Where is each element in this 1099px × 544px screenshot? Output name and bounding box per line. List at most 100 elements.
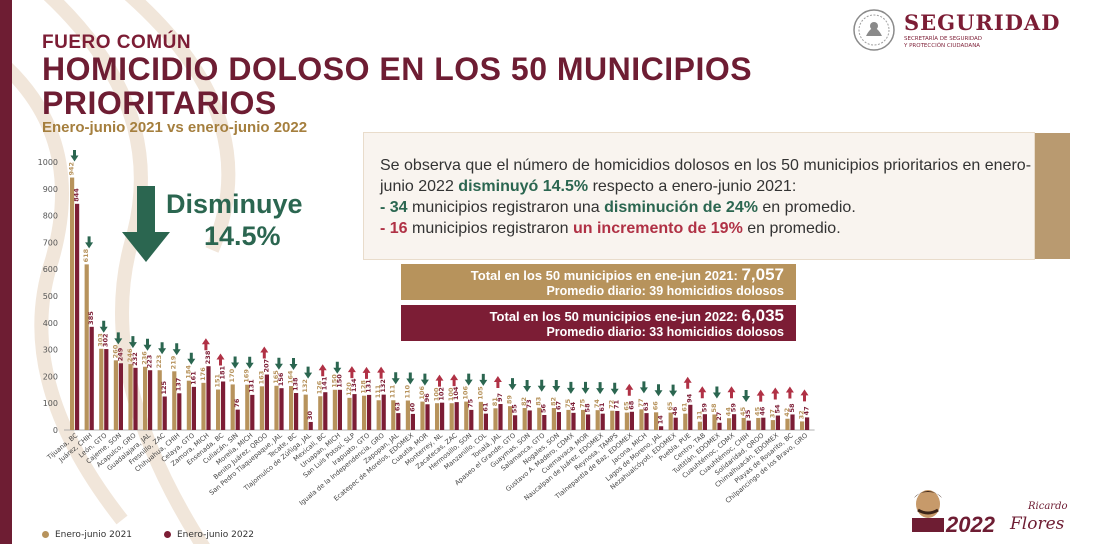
decrease-arrow-icon xyxy=(187,352,196,365)
bar-2021 xyxy=(756,417,761,430)
decrease-arrow-icon xyxy=(420,373,429,386)
increase-arrow-icon xyxy=(727,386,736,399)
bar-2022 xyxy=(761,417,766,430)
bar-2022 xyxy=(206,366,211,430)
bar-2021 xyxy=(172,371,177,430)
value-label-2022: 68 xyxy=(627,400,635,410)
legend-2022: Enero-junio 2022 xyxy=(164,530,254,540)
total-2022-value: 6,035 xyxy=(741,306,784,325)
bar-2021 xyxy=(639,409,644,430)
y-tick-label: 0 xyxy=(53,426,58,435)
page-title: HOMICIDIO DOLOSO EN LOS 50 MUNICIPIOS PR… xyxy=(42,51,753,121)
value-label-2022: 54 xyxy=(773,404,781,414)
value-label-2021: 126 xyxy=(316,380,324,394)
value-label-2022: 97 xyxy=(496,393,504,402)
increase-arrow-icon xyxy=(683,376,692,389)
value-label-2021: 44 xyxy=(725,407,733,417)
seguridad-logo: SEGURIDAD SECRETARÍA DE SEGURIDAD Y PROT… xyxy=(852,8,1082,54)
total-2022-label: Total en los 50 municipios ene-jun 2022: xyxy=(489,309,742,324)
total-2021-label: Total en los 50 municipios en ene-jun 20… xyxy=(470,268,742,283)
decrease-arrow-icon xyxy=(158,342,167,355)
y-tick-label: 800 xyxy=(43,212,58,221)
decrease-arrow-icon xyxy=(610,382,619,395)
bar-2021 xyxy=(186,380,191,430)
decrease-arrow-icon xyxy=(333,361,342,374)
bar-2021 xyxy=(113,360,118,430)
decrease-arrow-icon xyxy=(479,373,488,386)
bar-2022 xyxy=(556,412,561,430)
y-tick-label: 200 xyxy=(43,372,58,381)
value-label-2021: 169 xyxy=(243,369,251,383)
bar-2021 xyxy=(654,412,659,430)
bar-2022 xyxy=(104,349,109,430)
value-label-2022: 67 xyxy=(554,401,562,410)
value-label-2021: 66 xyxy=(652,401,660,411)
logo-subtitle: SECRETARÍA DE SEGURIDAD Y PROTECCIÓN CIU… xyxy=(904,36,982,50)
value-label-2022: 56 xyxy=(540,403,548,413)
increase-arrow-icon xyxy=(216,353,225,366)
bar-2021 xyxy=(449,403,454,430)
total-2022-daily: Promedio diario: 33 homicidios dolosos xyxy=(546,325,784,339)
increase-arrow-icon xyxy=(362,366,371,379)
value-label-2021: 128 xyxy=(360,380,368,394)
value-label-2021: 246 xyxy=(126,348,134,362)
bar-2022 xyxy=(513,415,518,430)
bar-2021 xyxy=(230,384,235,430)
value-label-2021: 77 xyxy=(637,398,645,407)
decrease-arrow-icon xyxy=(552,380,561,393)
bar-2022 xyxy=(790,414,795,430)
value-label-2021: 132 xyxy=(301,379,309,393)
bar-2022 xyxy=(615,410,620,430)
value-label-2022: 76 xyxy=(233,398,241,408)
value-label-2021: 75 xyxy=(579,398,587,408)
bar-2022 xyxy=(148,370,153,430)
value-label-2022: 27 xyxy=(715,412,723,421)
increase-arrow-icon xyxy=(450,374,459,387)
value-label-2022: 46 xyxy=(759,406,767,416)
decrease-arrow-icon xyxy=(274,357,283,370)
decrease-arrow-icon xyxy=(289,358,298,371)
decrease-arrow-icon xyxy=(245,356,254,369)
decrease-arrow-icon xyxy=(85,236,94,249)
value-label-2021: 260 xyxy=(111,344,119,358)
bar-2022 xyxy=(337,389,342,430)
value-label-2021: 111 xyxy=(374,384,382,398)
bar-2021 xyxy=(697,421,702,430)
decrease-arrow-icon xyxy=(508,378,517,391)
value-label-2022: 156 xyxy=(277,372,285,386)
bar-2021 xyxy=(376,400,381,430)
value-label-2022: 238 xyxy=(204,350,212,364)
bar-2022 xyxy=(235,409,240,430)
y-tick-label: 900 xyxy=(43,185,58,194)
bar-2021 xyxy=(143,366,148,430)
bar-2022 xyxy=(425,404,430,430)
value-label-2021: 106 xyxy=(418,386,426,400)
value-label-2021: 110 xyxy=(403,384,411,398)
decrease-arrow-icon xyxy=(391,372,400,385)
increase-arrow-icon xyxy=(785,386,794,399)
value-label-2022: 60 xyxy=(408,402,416,412)
value-label-2022: 844 xyxy=(73,188,81,202)
value-label-2022: 64 xyxy=(569,401,577,411)
bar-2022 xyxy=(75,203,80,430)
bar-2021 xyxy=(245,384,250,430)
bar-2021 xyxy=(303,394,308,430)
value-label-2022: 96 xyxy=(423,393,431,403)
value-label-2022: 132 xyxy=(379,379,387,393)
value-label-2022: 302 xyxy=(102,333,110,347)
decrease-arrow-icon xyxy=(231,356,240,369)
value-label-2021: 82 xyxy=(520,397,528,406)
bar-2022 xyxy=(410,413,415,430)
value-label-2021: 120 xyxy=(345,382,353,396)
legend-2022-swatch xyxy=(164,531,171,538)
value-label-2021: 65 xyxy=(666,401,674,411)
bar-2021 xyxy=(741,417,746,430)
info-b1-count: - 34 xyxy=(380,199,408,216)
value-label-2021: 150 xyxy=(330,374,338,388)
value-label-2022: 385 xyxy=(87,311,95,325)
value-label-2022: 141 xyxy=(321,376,329,390)
value-label-2022: 138 xyxy=(292,377,300,391)
decrease-arrow-icon xyxy=(143,338,152,351)
value-label-2021: 170 xyxy=(228,368,236,382)
value-label-2022: 58 xyxy=(788,403,796,413)
